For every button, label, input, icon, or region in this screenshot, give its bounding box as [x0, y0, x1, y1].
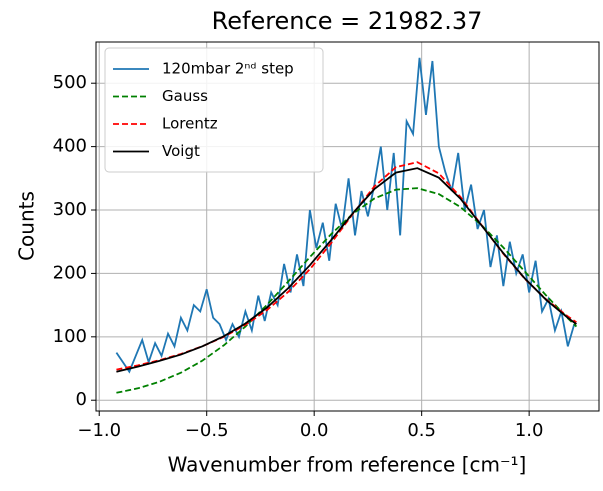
- x-tick-label: −1.0: [77, 420, 121, 441]
- legend-label: 120mbar 2ⁿᵈ step: [162, 60, 294, 78]
- y-tick-label: 100: [53, 326, 87, 347]
- x-tick-label: −0.5: [185, 420, 229, 441]
- series-line: [116, 187, 578, 394]
- y-tick-label: 300: [53, 199, 87, 220]
- x-axis-label: Wavenumber from reference [cm⁻¹]: [168, 453, 527, 477]
- plot-frame: [95, 41, 600, 412]
- x-tick-label: 0.0: [300, 420, 329, 441]
- legend-label: Lorentz: [162, 115, 218, 133]
- y-tick-label: 0: [76, 389, 87, 410]
- x-tick-label: 1.0: [515, 420, 544, 441]
- y-tick-label: 200: [53, 262, 87, 283]
- y-tick-label: 400: [53, 136, 87, 157]
- legend-box: [104, 47, 324, 173]
- x-tick-label: 0.5: [407, 420, 436, 441]
- legend-label: Voigt: [162, 142, 200, 160]
- chart-title: Reference = 21982.37: [212, 7, 483, 35]
- legend-label: Gauss: [162, 87, 208, 105]
- series-line: [115, 57, 576, 374]
- y-axis-label: Counts: [15, 191, 39, 261]
- series-line: [116, 167, 577, 373]
- y-tick-label: 500: [53, 72, 87, 93]
